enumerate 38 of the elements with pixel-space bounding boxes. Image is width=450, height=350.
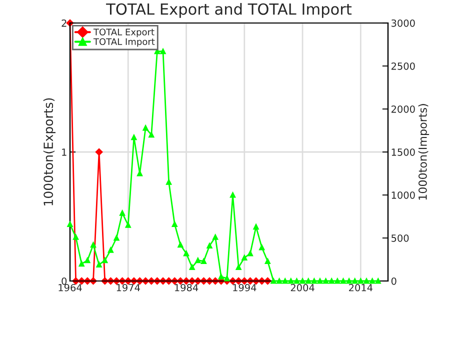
point xyxy=(200,258,206,264)
point xyxy=(172,221,178,228)
point xyxy=(236,264,242,270)
y-axis-title: 1000ton(Exports) xyxy=(43,98,56,206)
point xyxy=(212,234,218,240)
x-tick-label: 2004 xyxy=(290,284,314,292)
x-tick-label: 1984 xyxy=(174,284,198,292)
y2-tick-label: 0 xyxy=(391,277,396,285)
y-tick-label: 1 xyxy=(62,148,66,156)
y2-tick-label: 1000 xyxy=(392,191,415,199)
point xyxy=(73,234,79,240)
point xyxy=(148,132,154,138)
point xyxy=(67,221,73,228)
x-tick-label: 1964 xyxy=(58,284,82,292)
y2-tick-label: 3000 xyxy=(392,19,415,27)
legend-label: TOTAL Import xyxy=(93,38,155,47)
legend-label: TOTAL Export xyxy=(93,28,154,38)
point xyxy=(206,242,212,249)
x-tick-label: 1974 xyxy=(116,284,140,292)
y2-tick-label: 500 xyxy=(392,234,409,242)
chart-title: TOTAL Export and TOTAL Import xyxy=(106,3,352,18)
point xyxy=(95,148,103,156)
point xyxy=(189,264,195,270)
x-tick-label: 1994 xyxy=(233,284,256,292)
y2-tick-label: 2000 xyxy=(391,105,415,113)
point xyxy=(224,276,230,282)
point xyxy=(96,262,102,268)
point xyxy=(114,235,120,241)
y2-axis-title: 1000ton(Imports) xyxy=(418,104,430,200)
point xyxy=(218,274,224,280)
point xyxy=(264,258,270,264)
y2-tick-label: 1500 xyxy=(392,148,415,156)
x-tick-label: 2014 xyxy=(349,284,372,292)
point xyxy=(125,222,131,228)
point xyxy=(166,179,172,185)
y-tick-label: 2 xyxy=(62,19,66,27)
y-tick-label: 0 xyxy=(62,277,67,285)
y2-tick-label: 2500 xyxy=(391,62,415,70)
